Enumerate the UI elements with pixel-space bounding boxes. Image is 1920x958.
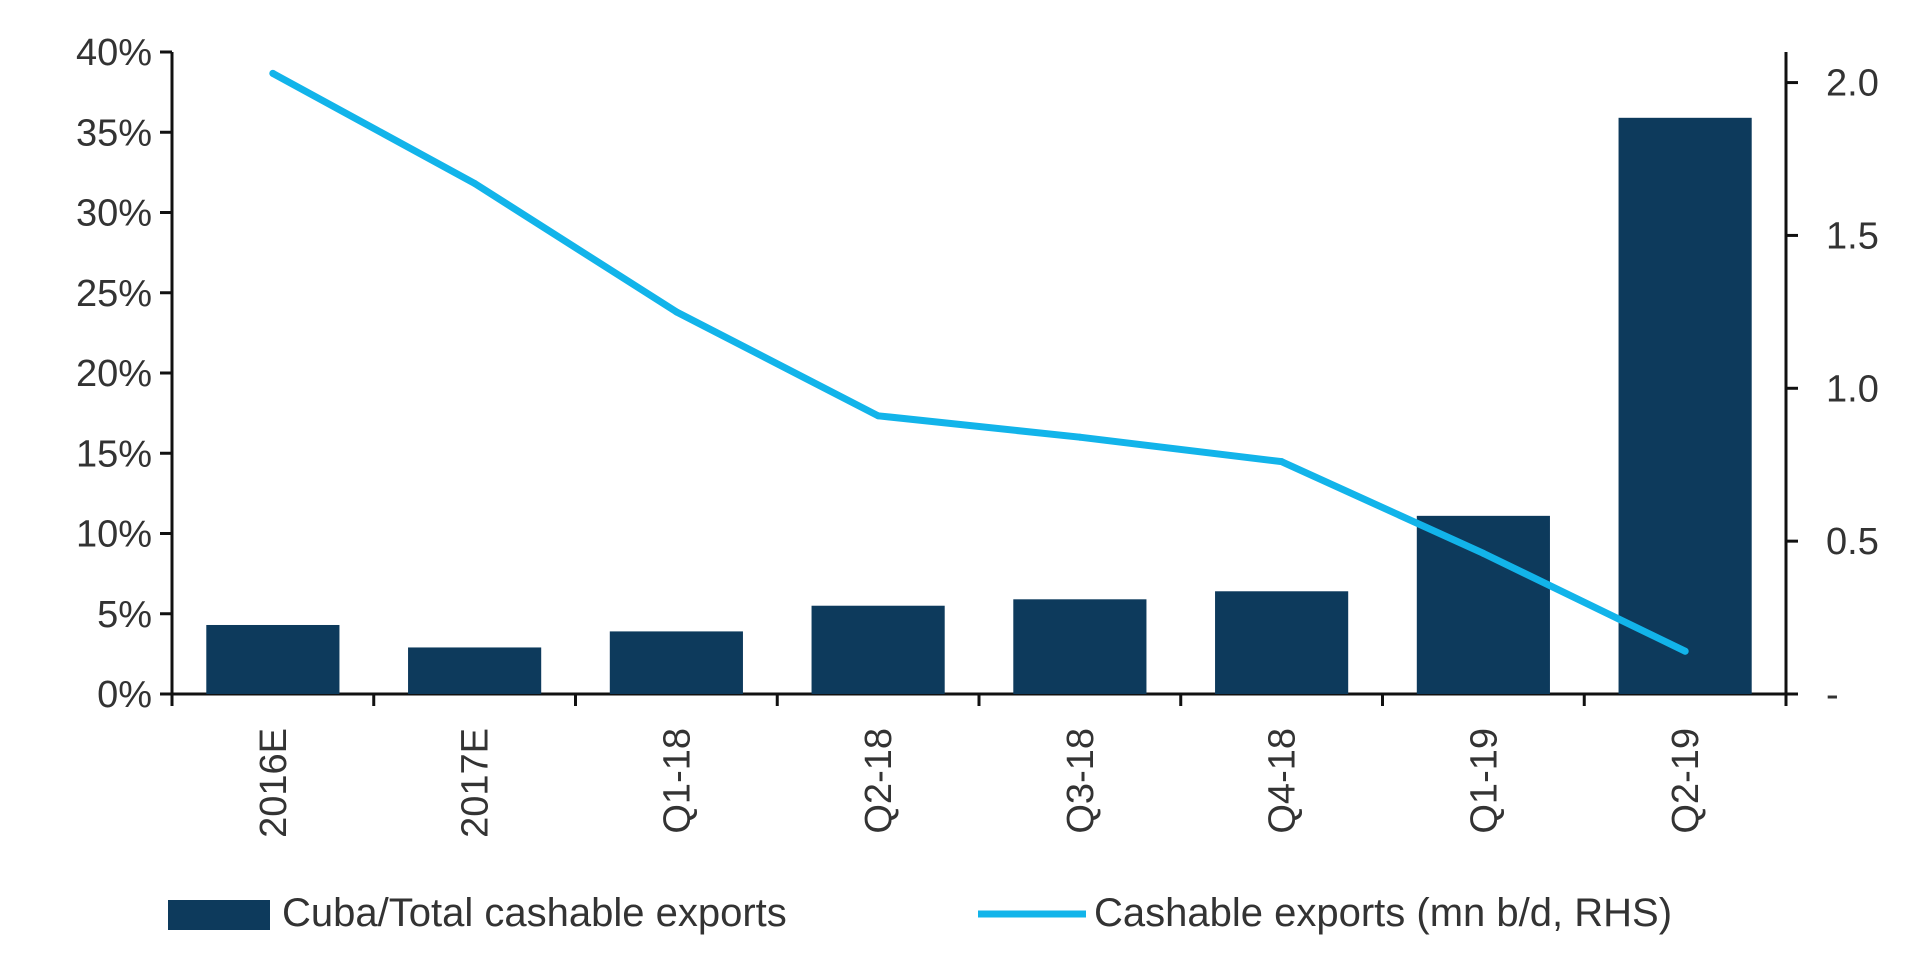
category-labels: 2016E 2017E Q1-18 Q2-18 Q3-18 Q4-18 Q1-19 Q2-19: [253, 728, 1707, 838]
bar-q2-19: [1618, 117, 1752, 695]
line-point-q1-19: [1479, 549, 1487, 557]
category-label: Q2-19: [1665, 728, 1707, 834]
left-axis-ticks: 0% 5% 10% 15% 20% 25% 30% 35% 40%: [76, 32, 172, 716]
category-label: Q1-19: [1463, 728, 1505, 834]
line-point-q1-18: [672, 308, 680, 316]
right-tick-label: 2.0: [1826, 63, 1879, 105]
legend-swatch-bar: [168, 900, 270, 930]
category-label: Q2-18: [858, 728, 900, 834]
category-label: Q1-18: [656, 728, 698, 834]
left-tick-label: 35%: [76, 112, 152, 154]
right-tick-label: 0.5: [1826, 521, 1879, 563]
category-label: Q3-18: [1060, 728, 1102, 834]
category-label: Q4-18: [1262, 728, 1304, 834]
right-tick-label: 1.5: [1826, 215, 1879, 257]
bar-q2-18: [811, 605, 945, 694]
legend: Cuba/Total cashable exports Cashable exp…: [168, 891, 1672, 935]
line-cashable-exports: [269, 69, 1689, 655]
left-tick-label: 25%: [76, 273, 152, 315]
bar-q1-18: [609, 631, 743, 694]
bar-q3-18: [1013, 599, 1147, 694]
x-axis-ticks: [170, 694, 1788, 706]
plot-area: 0%5%10%15%20%25%30%35%40% -0.51.01.52.0 …: [76, 32, 1879, 838]
line-point-q4-18: [1278, 458, 1286, 466]
left-tick-label: 20%: [76, 353, 152, 395]
bar-q1-19: [1416, 515, 1550, 694]
bar-q4-18: [1215, 591, 1349, 694]
category-label: 2017E: [455, 728, 497, 838]
right-axis-ticks: - 0.5 1.0 1.5 2.0: [1786, 63, 1879, 716]
bar-2017e: [408, 647, 542, 694]
line-point-2017e: [471, 179, 479, 187]
left-tick-label: 5%: [97, 594, 152, 636]
line-point-q2-19: [1681, 647, 1689, 655]
bar-2016e: [206, 624, 340, 694]
left-tick-label: 40%: [76, 32, 152, 74]
right-tick-label: 1.0: [1826, 368, 1879, 410]
line-point-q2-18: [874, 412, 882, 420]
left-tick-label: 10%: [76, 514, 152, 556]
left-tick-label: 30%: [76, 193, 152, 235]
category-label: 2016E: [253, 728, 295, 838]
right-tick-label: -: [1826, 674, 1839, 716]
left-tick-label: 15%: [76, 433, 152, 475]
legend-label-bar: Cuba/Total cashable exports: [282, 891, 787, 935]
line-series-group: [269, 69, 1689, 655]
left-tick-label: 0%: [97, 674, 152, 716]
legend-label-line: Cashable exports (mn b/d, RHS): [1094, 891, 1672, 935]
line-point-2016e: [269, 69, 277, 77]
line-point-q3-18: [1076, 433, 1084, 441]
bar-series: [206, 117, 1752, 695]
